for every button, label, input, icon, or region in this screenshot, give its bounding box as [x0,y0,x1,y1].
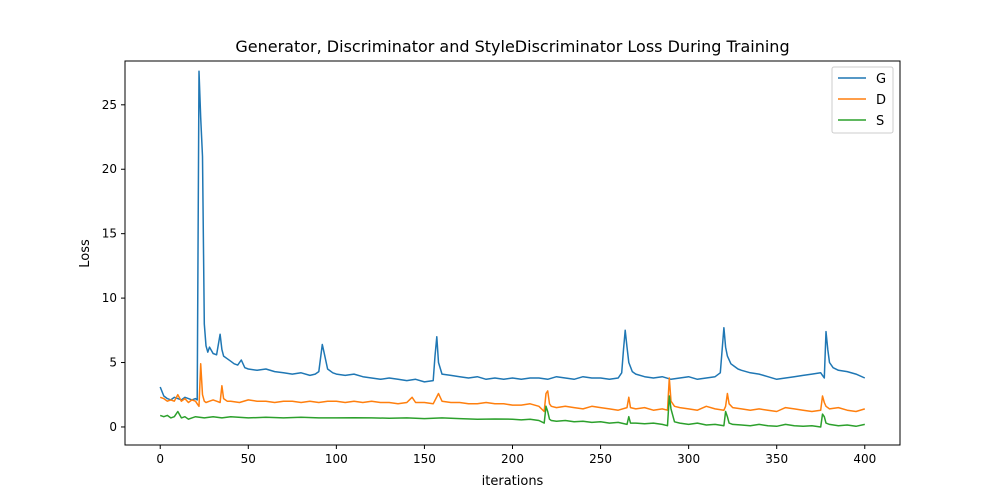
plot-frame [124,60,901,446]
y-axis: 0 5 10 15 20 25 [102,98,125,434]
series-line-G [159,70,866,401]
x-axis: 0 50 100 150 200 250 300 350 400 [156,445,876,466]
x-tick-label: 350 [765,452,788,466]
x-tick-label: 150 [413,452,436,466]
plot-area [159,70,866,428]
x-tick-label: 100 [325,452,348,466]
series-line-S [159,395,865,428]
y-tick-label: 15 [102,227,117,241]
y-axis-label: Loss [78,239,93,268]
x-tick-label: 400 [853,452,876,466]
x-tick-label: 300 [677,452,700,466]
legend-label-S: S [876,114,884,129]
chart-title: Generator, Discriminator and StyleDiscri… [235,37,789,56]
x-tick-label: 50 [241,452,256,466]
y-tick-label: 5 [109,356,117,370]
y-tick-label: 0 [109,420,117,434]
x-axis-label: iterations [482,474,544,489]
legend-box [831,66,894,134]
legend: GDS [831,66,894,134]
series-line-D [159,363,866,413]
y-tick-label: 25 [102,98,117,112]
legend-label-D: D [876,93,886,108]
x-tick-label: 200 [501,452,524,466]
legend-label-G: G [876,72,886,87]
x-tick-label: 250 [589,452,612,466]
y-tick-label: 10 [102,291,117,305]
y-tick-label: 20 [102,162,117,176]
x-tick-label: 0 [156,452,164,466]
